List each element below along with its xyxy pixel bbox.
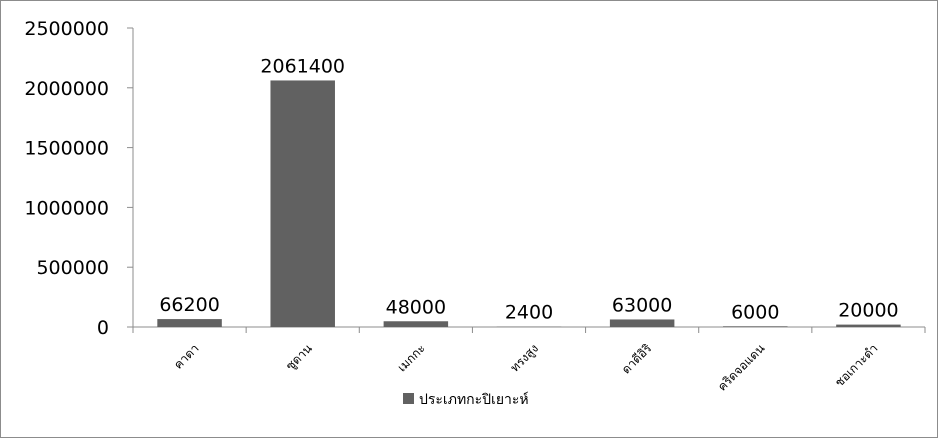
- bar: [723, 326, 788, 327]
- legend-swatch: [403, 393, 414, 404]
- y-axis: 0 500000 1000000 1500000 2000000 2500000: [24, 18, 134, 339]
- bars: [157, 80, 901, 327]
- data-label: 2400: [505, 302, 553, 324]
- category-label: ซูดาน: [283, 341, 315, 373]
- y-tick-label: 500000: [36, 257, 109, 279]
- data-label: 66200: [159, 294, 219, 316]
- category-label: ดาดีอิริ: [619, 341, 655, 377]
- legend-label: ประเภทกะปิเยาะห์: [419, 391, 529, 408]
- bar: [836, 324, 901, 327]
- category-label: เมกกะ: [395, 341, 428, 374]
- category-label: ทรงสูง: [508, 341, 542, 375]
- y-tick-label: 2000000: [24, 78, 109, 100]
- data-label: 6000: [731, 301, 779, 323]
- y-tick-label: 2500000: [24, 18, 109, 40]
- data-label: 20000: [838, 300, 898, 322]
- bar: [609, 319, 675, 327]
- x-axis: [132, 326, 926, 333]
- data-labels: 66200 2061400 48000 2400 63000 6000 20000: [159, 55, 898, 323]
- category-label: คริดจอแดน: [715, 341, 767, 393]
- y-tick-label: 1500000: [24, 138, 109, 160]
- y-tick-label: 1000000: [24, 197, 109, 219]
- data-label: 48000: [386, 296, 446, 318]
- y-tick-label: 0: [97, 317, 109, 339]
- data-label: 2061400: [260, 55, 345, 77]
- bar: [383, 321, 449, 327]
- category-labels: คาดา ซูดาน เมกกะ ทรงสูง ดาดีอิริ คริดจอแดน ชอเ…: [171, 341, 880, 394]
- category-label: คาดา: [171, 341, 202, 372]
- bar: [157, 319, 222, 327]
- data-label: 63000: [612, 294, 672, 316]
- category-label: ชอเกาะดำ: [832, 341, 880, 389]
- bar: [270, 80, 335, 327]
- legend: ประเภทกะปิเยาะห์: [403, 391, 529, 408]
